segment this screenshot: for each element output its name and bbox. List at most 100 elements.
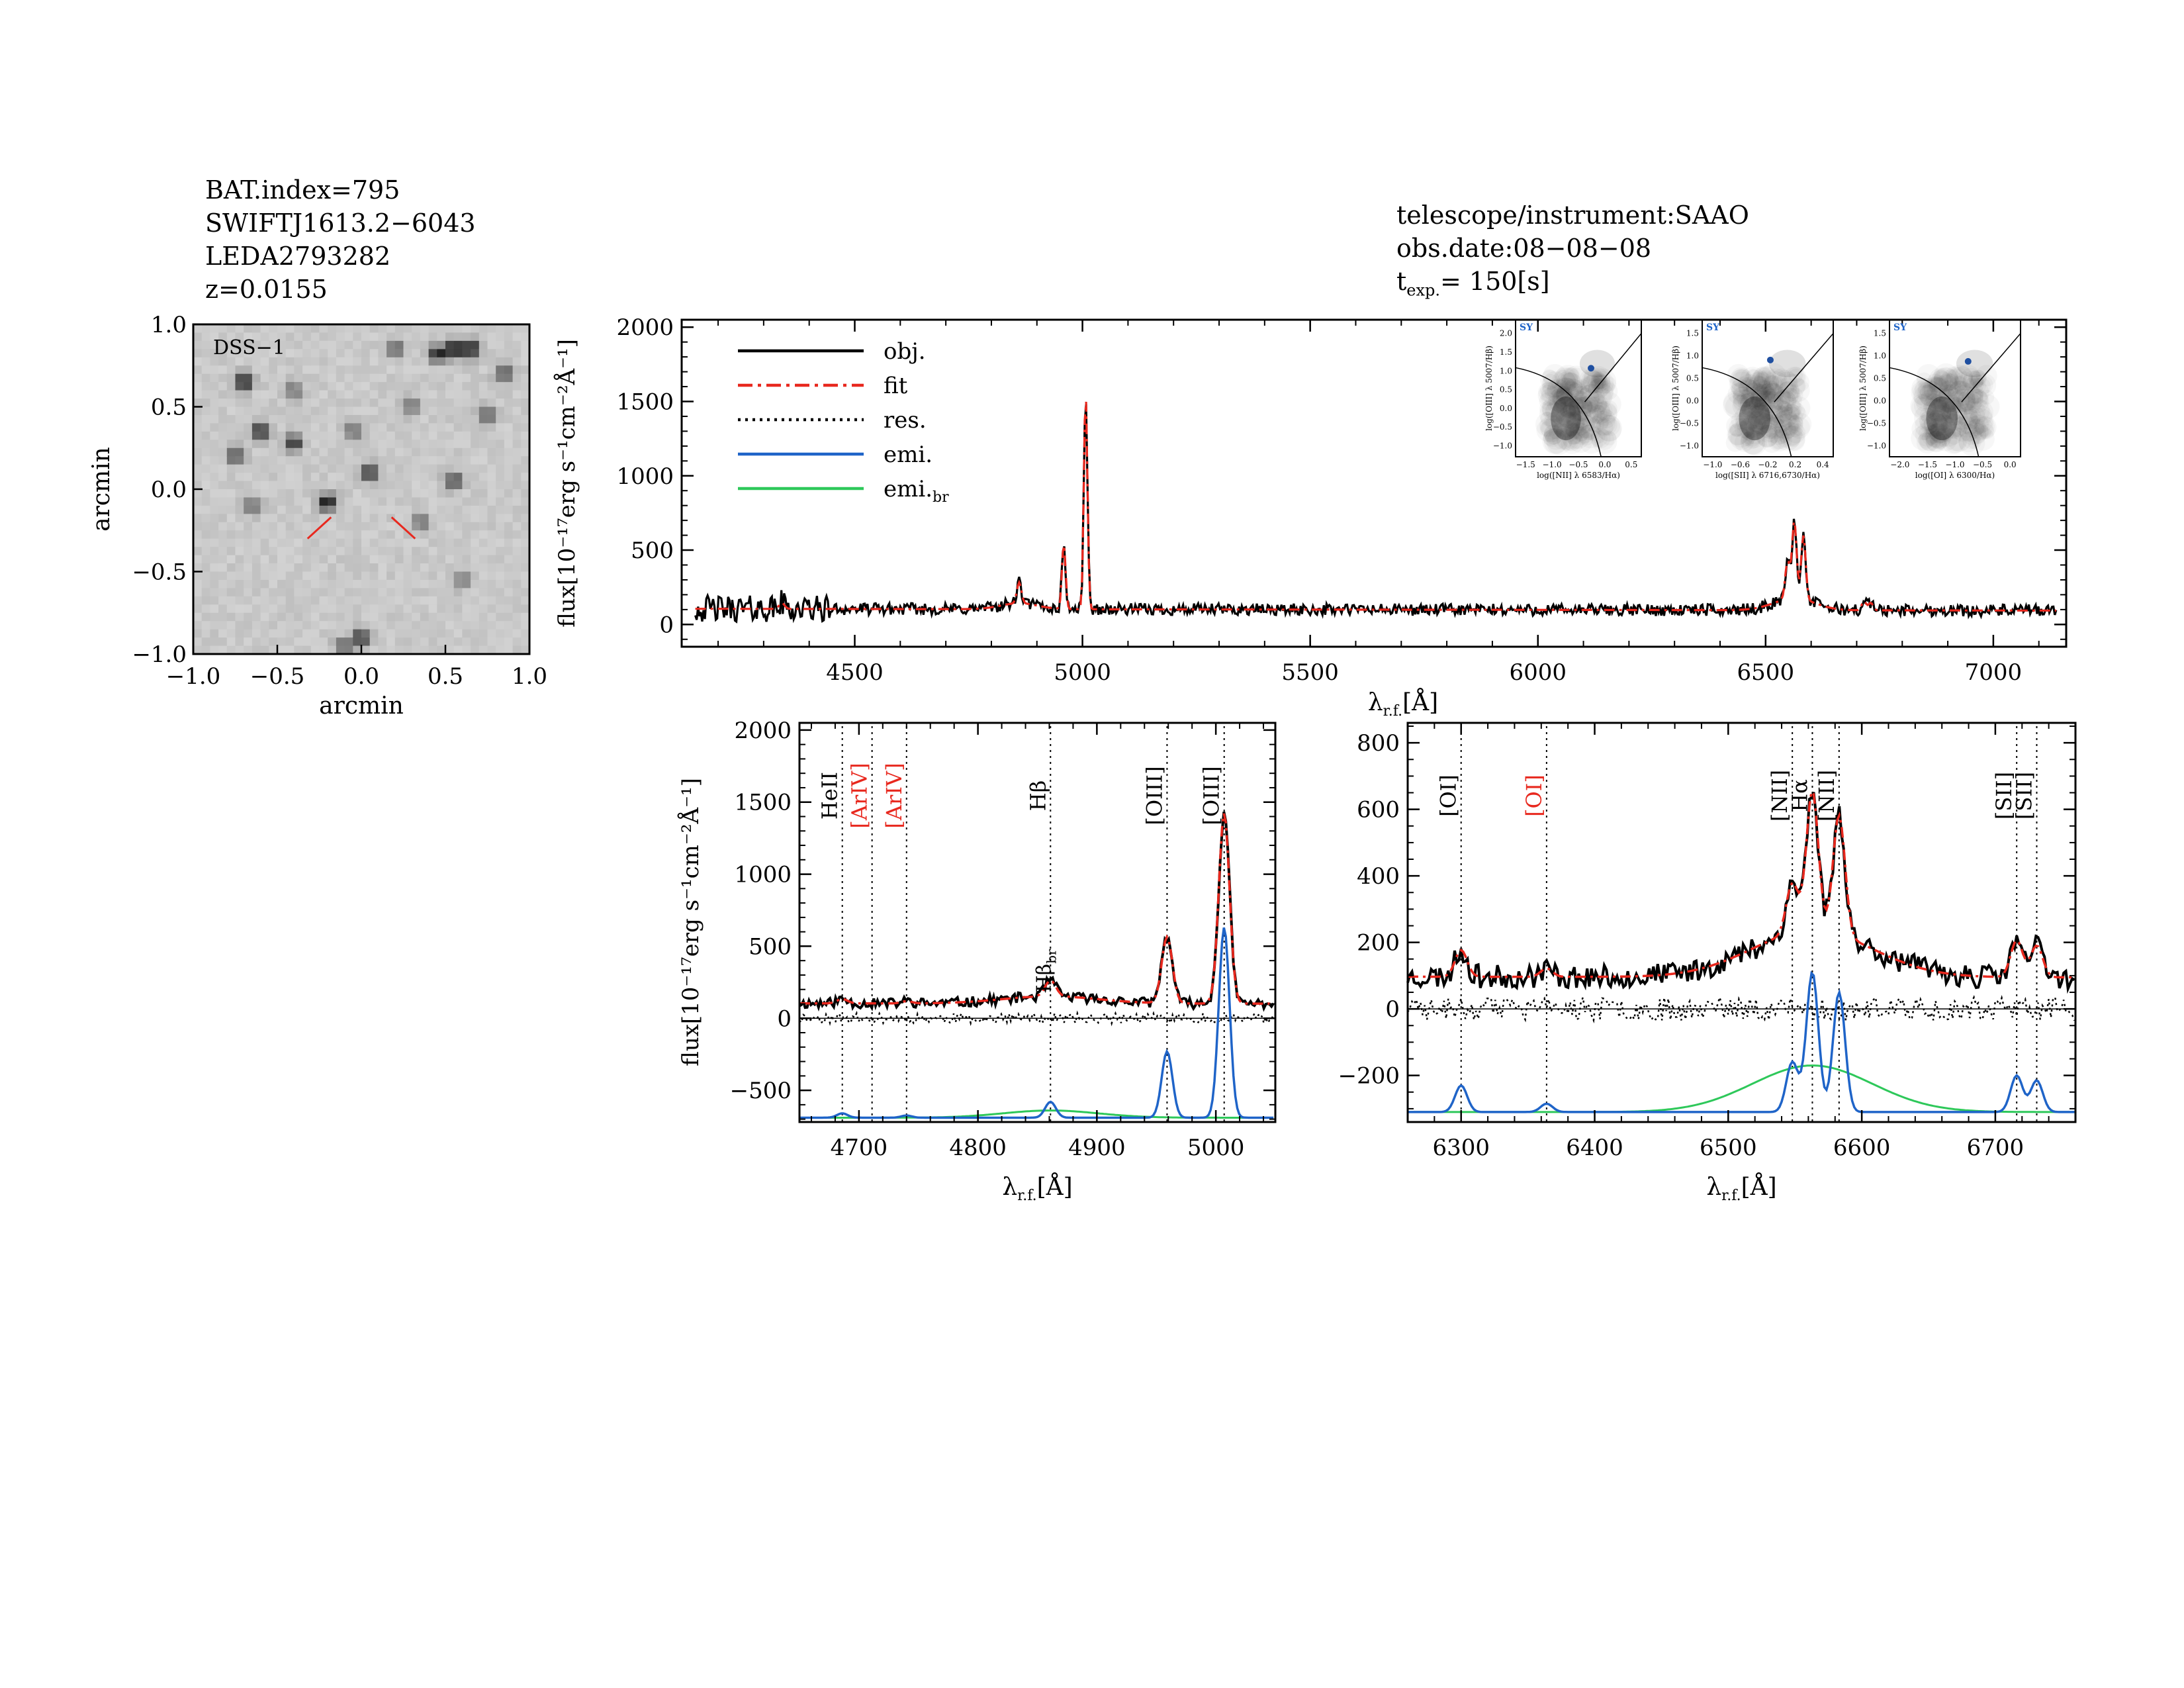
dss-pixel: [269, 456, 278, 465]
dss-pixel: [201, 621, 210, 630]
dss-pixel: [478, 473, 488, 482]
dss-pixel: [403, 621, 412, 630]
dss-pixel: [302, 637, 312, 647]
dss-pixel: [344, 456, 353, 465]
dss-pixel: [504, 522, 514, 531]
dss-pixel: [210, 373, 219, 383]
bpt-ylabel: log([OIII] λ 5007/Hβ): [1484, 346, 1494, 431]
dss-pixel: [378, 473, 387, 482]
dss-pixel: [285, 406, 295, 416]
dss-pixel: [471, 324, 480, 334]
dss-pixel: [478, 414, 488, 424]
dss-pixel: [328, 373, 337, 383]
dss-pixel: [387, 440, 396, 449]
dss-pixel: [344, 340, 353, 350]
dss-pixel: [193, 357, 203, 366]
dss-pixel: [344, 547, 353, 556]
dss-pixel: [336, 365, 345, 375]
dss-pixel: [445, 579, 455, 588]
galaxy-name: LEDA2793282: [205, 242, 391, 271]
dss-pixel: [471, 440, 480, 449]
dss-pixel: [487, 373, 496, 383]
dss-pixel: [269, 645, 278, 655]
dss-pixel: [294, 481, 303, 490]
dss-pixel: [336, 604, 345, 614]
dss-pixel: [294, 399, 303, 408]
dss-xtick-label: 0.5: [428, 663, 463, 690]
dss-pixel: [462, 555, 471, 564]
dss-pixel: [445, 604, 455, 614]
dss-pixel: [478, 514, 488, 523]
dss-pixel: [344, 464, 353, 473]
dss-pixel: [319, 423, 328, 432]
dss-pixel: [378, 464, 387, 473]
dss-pixel: [344, 365, 353, 375]
dss-pixel: [251, 390, 261, 399]
zoom1-ylabel: flux[10⁻¹⁷erg s⁻¹cm⁻²Å⁻¹]: [677, 778, 704, 1066]
dss-pixel: [294, 423, 303, 432]
dss-pixel: [462, 447, 471, 457]
dss-pixel: [420, 588, 430, 597]
dss-pixel: [269, 406, 278, 416]
dss-pixel: [210, 390, 219, 399]
dss-pixel: [294, 464, 303, 473]
dss-pixel: [277, 365, 287, 375]
dss-pixel: [428, 349, 437, 358]
dss-pixel: [251, 456, 261, 465]
dss-pixel: [310, 579, 320, 588]
dss-pixel: [462, 571, 471, 581]
dss-pixel: [310, 604, 320, 614]
dss-pixel: [294, 390, 303, 399]
dss-pixel: [412, 399, 421, 408]
legend-label-2: res.: [884, 407, 927, 434]
dss-pixel: [412, 588, 421, 597]
dss-pixel: [504, 588, 514, 597]
zoom1-frame: [798, 722, 1277, 1123]
dss-pixel: [353, 588, 362, 597]
dss-pixel: [218, 547, 228, 556]
dss-pixel: [445, 621, 455, 630]
dss-pixel: [361, 365, 371, 375]
dss-pixel: [353, 547, 362, 556]
dss-pixel: [235, 530, 244, 539]
dss-pixel: [403, 612, 412, 622]
dss-label: DSS−1: [213, 336, 285, 359]
dss-pixel: [521, 365, 530, 375]
dss-pixel: [310, 629, 320, 638]
dss-pixel: [251, 530, 261, 539]
dss-pixel: [244, 514, 253, 523]
dss-pixel: [420, 522, 430, 531]
dss-pixel: [445, 629, 455, 638]
dss-pixel: [504, 538, 514, 547]
main-xtick-label: 6500: [1737, 659, 1795, 686]
dss-pixel: [504, 440, 514, 449]
dss-pixel: [437, 538, 446, 547]
dss-pixel: [387, 621, 396, 630]
dss-pixel: [302, 505, 312, 514]
dss-pixel: [244, 588, 253, 597]
dss-pixel: [496, 588, 505, 597]
dss-pixel: [496, 357, 505, 366]
dss-pixel: [394, 538, 404, 547]
dss-pixel: [437, 637, 446, 647]
dss-pixel: [437, 473, 446, 482]
main-xtick-label: 6000: [1509, 659, 1567, 686]
dss-pixel: [453, 324, 463, 334]
dss-pixel: [344, 489, 353, 498]
dss-pixel: [235, 423, 244, 432]
dss-pixel: [412, 431, 421, 440]
bpt-xtick-label: 0.2: [1789, 460, 1801, 469]
dss-pixel: [387, 579, 396, 588]
dss-pixel: [445, 447, 455, 457]
observation-info: telescope/instrument:SAAO obs.date:08−08…: [1396, 199, 1749, 307]
dss-pixel: [244, 596, 253, 605]
dss-pixel: [453, 645, 463, 655]
dss-pixel: [496, 365, 505, 375]
dss-pixel: [294, 324, 303, 334]
dss-pixel: [487, 621, 496, 630]
dss-pixel: [294, 522, 303, 531]
dss-pixel: [487, 497, 496, 506]
dss-pixel: [512, 604, 522, 614]
bpt-xtick-label: −2.0: [1890, 460, 1909, 469]
dss-pixel: [251, 604, 261, 614]
